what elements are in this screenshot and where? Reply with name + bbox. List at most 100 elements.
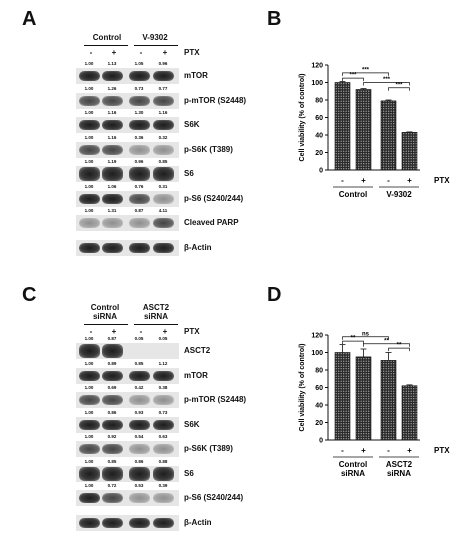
significance-bracket — [388, 347, 410, 352]
protein-band — [153, 493, 174, 503]
panel-a-group-underline — [134, 45, 178, 46]
panel-c-group-asct2-line1: ASCT2 — [142, 303, 170, 312]
significance-label: ** — [397, 343, 402, 349]
group-label: V-9302 — [386, 190, 412, 199]
blot-label: mTOR — [184, 370, 208, 380]
significance-label: ns — [362, 331, 370, 337]
x-tick-label: + — [361, 446, 366, 455]
densitometry-value: 1.12 — [158, 360, 168, 366]
y-tick-label: 60 — [315, 385, 323, 392]
y-tick-label: 20 — [315, 420, 323, 427]
densitometry-value: 0.87 — [134, 208, 144, 213]
protein-band — [79, 71, 100, 81]
densitometry-value: 0.85 — [134, 360, 144, 366]
panel-a-sign: - — [89, 48, 93, 57]
protein-band — [129, 144, 150, 155]
significance-label: ** — [351, 336, 356, 342]
densitometry-value: 0.05 — [134, 336, 144, 341]
protein-band — [129, 493, 150, 503]
panel-d-chart: 0 20 40 60 80 100 120 Cell viability (% of cont… — [299, 331, 450, 478]
blot-strip — [76, 166, 179, 182]
densitometry-value: 0.69 — [107, 385, 117, 390]
protein-band — [153, 444, 174, 454]
significance-label: ** — [384, 338, 389, 344]
protein-band — [79, 242, 100, 253]
group-label: Control — [339, 460, 367, 469]
densitometry-value: 1.00 — [84, 183, 94, 189]
protein-band — [153, 517, 174, 528]
protein-band — [129, 167, 150, 181]
protein-band — [102, 144, 123, 155]
y-tick-label: 120 — [311, 63, 323, 70]
y-axis-label: Cell viability (% of control) — [299, 74, 306, 162]
protein-band — [79, 344, 100, 358]
densitometry-value: 1.06 — [107, 183, 117, 189]
significance-label: *** — [383, 77, 391, 83]
densitometry-value: 0.85 — [107, 458, 117, 464]
protein-band — [102, 71, 123, 81]
densitometry-value: 1.00 — [84, 336, 94, 341]
protein-band — [129, 419, 150, 430]
panel-c-sign: - — [139, 327, 143, 336]
protein-band — [102, 218, 123, 228]
densitometry-value: 0.31 — [158, 183, 168, 189]
y-tick-label: 20 — [315, 150, 323, 157]
protein-band — [153, 419, 174, 430]
protein-band — [129, 466, 150, 481]
blot-label: β-Actin — [184, 517, 212, 527]
panel-a-sign: + — [162, 48, 168, 57]
protein-band — [153, 370, 174, 381]
densitometry-value: 0.54 — [134, 434, 144, 439]
protein-band — [153, 167, 174, 181]
protein-band — [153, 120, 174, 130]
significance-label: *** — [349, 73, 357, 79]
bar — [334, 352, 351, 441]
densitometry-value: 0.73 — [134, 85, 144, 91]
y-tick-label: 100 — [311, 350, 323, 357]
x-tick-label: + — [407, 176, 412, 185]
densitometry-value: 0.63 — [158, 434, 168, 439]
blot-strip — [76, 367, 179, 384]
bar — [401, 385, 418, 441]
protein-band — [129, 444, 150, 454]
panel-c-ptx-label: PTX — [184, 327, 200, 336]
protein-band — [129, 370, 150, 381]
blot-label: S6 — [184, 468, 194, 478]
densitometry-value: 0.36 — [134, 134, 144, 140]
densitometry-value: 0.93 — [134, 409, 144, 415]
protein-band — [79, 218, 100, 228]
x-tick-label: + — [361, 176, 366, 185]
protein-band — [79, 395, 100, 405]
protein-band — [79, 466, 100, 481]
blot-strip — [76, 92, 179, 109]
blot-strip — [76, 239, 179, 256]
densitometry-value: 1.00 — [84, 208, 94, 213]
bar — [401, 132, 418, 171]
densitometry-value: 1.00 — [84, 61, 94, 66]
densitometry-value: 0.96 — [134, 159, 144, 164]
blot-label: p-mTOR (S2448) — [184, 395, 247, 404]
blot-strip — [76, 465, 179, 482]
bar — [355, 356, 372, 441]
blot-label: p-mTOR (S2448) — [184, 95, 247, 105]
densitometry-value: 0.73 — [158, 409, 168, 415]
blot-label: Cleaved PARP — [184, 218, 239, 227]
group-label: Control — [339, 190, 367, 199]
blot-strip — [76, 490, 179, 506]
panel-d-letter: D — [267, 284, 282, 306]
densitometry-value: 0.86 — [134, 458, 144, 464]
bar — [380, 360, 397, 441]
panel-c-group-underline — [84, 324, 128, 325]
densitometry-value: 1.31 — [107, 208, 117, 213]
blot-label: p-S6 (S240/244) — [184, 493, 244, 502]
x-tick-label: - — [387, 446, 390, 455]
protein-band — [102, 344, 123, 358]
densitometry-value: 1.00 — [84, 385, 94, 390]
blot-strip — [76, 392, 179, 408]
panel-c-sign: - — [89, 327, 93, 336]
panel-c-group-control: Control siRNA — [80, 303, 130, 321]
protein-band — [79, 517, 100, 528]
blot-strip — [76, 514, 179, 531]
blot-label: p-S6K (T389) — [184, 444, 233, 453]
bar — [334, 82, 351, 171]
